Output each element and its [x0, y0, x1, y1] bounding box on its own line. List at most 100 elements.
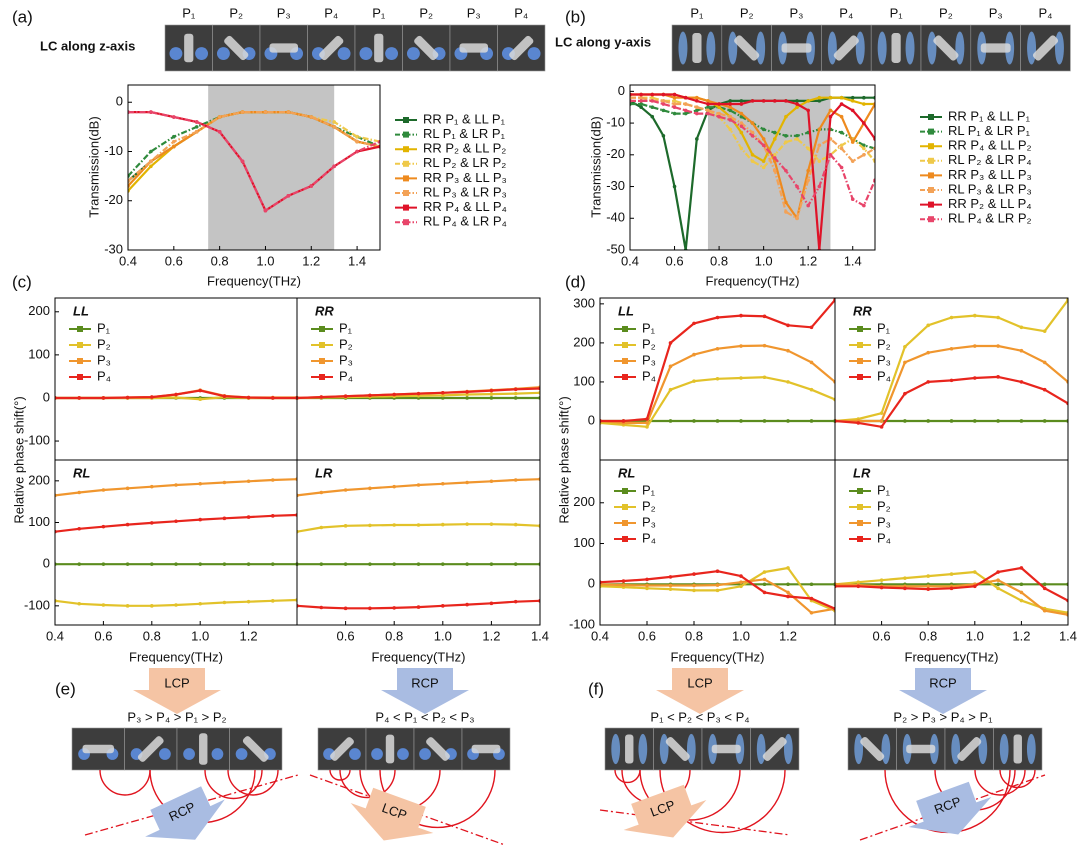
point [198, 601, 202, 606]
legend-label: P₃ [877, 352, 891, 367]
strip-label: P₂ [740, 5, 754, 20]
y-tick-label: 0 [116, 94, 123, 109]
legend-marker [928, 172, 934, 179]
point [222, 516, 227, 521]
point [1042, 419, 1047, 423]
y-axis-label: Relative phase shift(°) [556, 396, 571, 523]
lc-rod [184, 33, 194, 63]
legend-marker [319, 326, 325, 332]
point [762, 582, 767, 587]
point [513, 396, 518, 400]
lc-rod [137, 736, 164, 762]
frame [599, 459, 836, 626]
legend-marker [77, 342, 83, 348]
point [489, 562, 494, 566]
point [728, 108, 733, 113]
point [672, 184, 677, 189]
point [489, 388, 494, 393]
point [465, 390, 469, 394]
legend-marker [403, 219, 409, 226]
lc-rod [734, 35, 760, 61]
point [996, 578, 1000, 582]
phase-arc [204, 769, 263, 800]
point [739, 121, 744, 125]
point [172, 144, 176, 149]
point [77, 601, 81, 606]
point [319, 525, 324, 530]
point [77, 490, 81, 495]
legend-label: P₄ [877, 530, 891, 545]
legend-label: P₂ [339, 336, 353, 351]
sample-photo [1020, 24, 1071, 72]
point [441, 396, 445, 400]
x-tick-label: 1.2 [482, 628, 500, 643]
lc-rod [224, 35, 249, 61]
sample-photo [870, 24, 922, 72]
point [368, 486, 372, 491]
point [695, 99, 699, 103]
lc-rod [906, 744, 936, 754]
y-tick-label: -10 [606, 115, 625, 130]
point [661, 108, 666, 113]
point [246, 599, 251, 604]
point [1019, 598, 1024, 603]
sample-photo [920, 24, 972, 72]
y-tick-label: -50 [606, 241, 625, 256]
panel-label: (a) [12, 7, 33, 26]
x-tick-label: 0.4 [591, 628, 609, 643]
point [1042, 608, 1047, 613]
lc-lens [927, 31, 937, 65]
arrow-shape [908, 781, 992, 835]
lc-lens [728, 31, 738, 65]
point [692, 588, 696, 593]
panel-label: (f) [588, 679, 604, 698]
legend-marker [622, 374, 628, 380]
legend-marker [928, 114, 934, 120]
legend-label: RL P₁ & LR P₁ [423, 126, 506, 141]
point [416, 523, 421, 527]
legend-label: P₄ [97, 368, 111, 383]
point [621, 579, 626, 583]
strip-caption: LC along y-axis [555, 34, 651, 49]
point [650, 95, 655, 100]
legend-marker [622, 520, 628, 526]
panel-label: (d) [565, 272, 586, 291]
legend-marker [403, 190, 409, 196]
point [809, 360, 814, 365]
point [441, 393, 445, 398]
point [149, 164, 153, 169]
sample-photo [497, 24, 546, 72]
point [839, 143, 844, 148]
legend-label: P₃ [642, 352, 656, 367]
x-tick-label: 1.0 [191, 628, 209, 643]
frame [54, 297, 298, 461]
y-tick-label: 0 [588, 576, 595, 591]
legend-marker [403, 160, 409, 167]
point [761, 127, 766, 132]
point [996, 375, 1000, 379]
lc-rod [711, 744, 741, 754]
legend-label: RL P₁ & LR P₁ [948, 123, 1031, 138]
strip-label: P₂ [939, 5, 953, 20]
lc-lens [999, 733, 1009, 765]
lc-dot [385, 47, 399, 60]
point [862, 121, 866, 125]
phase-arc [227, 769, 279, 796]
point [828, 108, 833, 113]
legend-label: P₂ [642, 336, 656, 351]
point [795, 105, 799, 110]
lc-lens [827, 31, 837, 65]
lc-lens [756, 733, 766, 765]
point [761, 143, 766, 148]
lc-rod [1032, 35, 1059, 61]
point [996, 315, 1000, 320]
point [246, 395, 251, 400]
point [489, 479, 494, 484]
point [392, 606, 397, 610]
sample-photo [750, 727, 800, 771]
point [795, 99, 799, 103]
arrow-shape [623, 784, 707, 838]
lc-dot [527, 47, 541, 60]
lc-rod [891, 33, 901, 63]
shaded-band [208, 85, 335, 250]
